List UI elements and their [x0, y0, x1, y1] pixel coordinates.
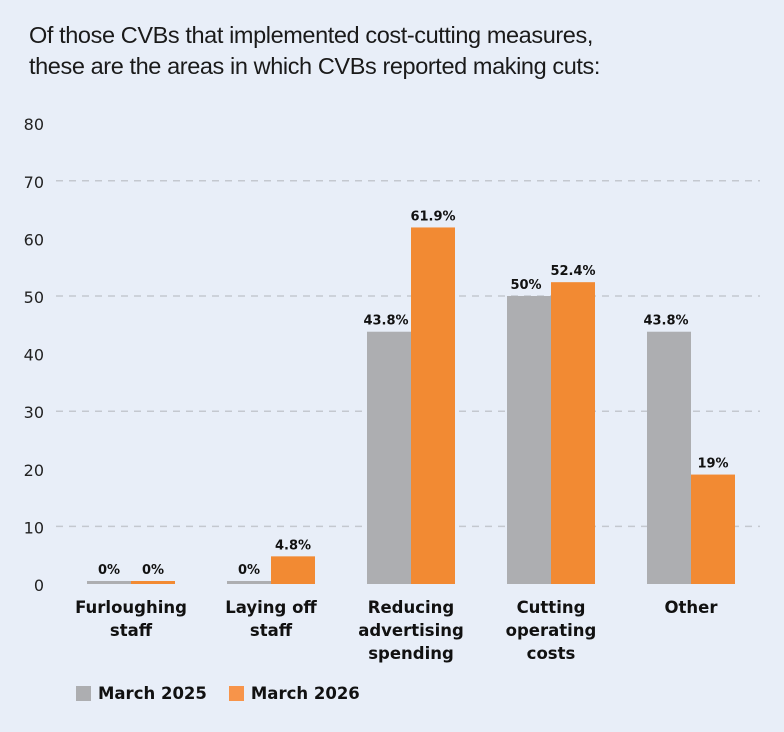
data-label: 0%	[98, 563, 120, 578]
data-label: 61.9%	[410, 209, 455, 224]
y-tick-label: 30	[24, 403, 44, 422]
legend-swatch-march-2025	[76, 686, 91, 701]
data-label: 0%	[238, 563, 260, 578]
data-label: 19%	[697, 457, 728, 472]
x-tick-label: Furloughing	[75, 598, 187, 617]
bar-march-2025	[647, 331, 691, 584]
legend-label-march-2026: March 2026	[250, 684, 360, 703]
y-tick-label: 0	[34, 576, 44, 595]
data-label: 52.4%	[550, 264, 595, 279]
data-label: 0%	[142, 563, 164, 578]
legend-item-march-2026: March 2026	[228, 684, 360, 703]
y-tick-label: 80	[24, 115, 44, 134]
x-tick-label: staff	[110, 621, 153, 640]
bar-march-2026	[271, 556, 315, 584]
chart-title-line-2: these are the areas in which CVBs report…	[29, 53, 601, 79]
bar-march-2026	[691, 474, 735, 584]
bar-march-2025	[227, 581, 271, 584]
bar-march-2026	[131, 581, 175, 584]
chart-title: Of those CVBs that implemented cost-cutt…	[29, 20, 600, 82]
data-label: 50%	[510, 278, 541, 293]
data-label: 43.8%	[363, 314, 408, 329]
x-tick-label: Other	[665, 598, 719, 617]
legend-item-march-2025: March 2025	[76, 684, 207, 703]
x-tick-label: costs	[527, 644, 576, 663]
legend-swatch-march-2026	[228, 686, 244, 701]
x-tick-label: spending	[368, 644, 454, 663]
data-label: 43.8%	[643, 314, 688, 329]
chart-title-line-1: Of those CVBs that implemented cost-cutt…	[29, 22, 593, 48]
y-tick-label: 40	[24, 346, 44, 365]
bar-march-2025	[87, 581, 131, 584]
x-tick-label: Laying off	[225, 598, 317, 617]
data-label: 4.8%	[275, 538, 311, 553]
x-tick-label: Cutting	[517, 598, 586, 617]
bar-march-2026	[411, 227, 455, 584]
legend: March 2025 March 2026	[76, 684, 382, 703]
y-tick-label: 20	[24, 461, 44, 480]
x-tick-label: operating	[506, 621, 597, 640]
y-tick-label: 60	[24, 230, 44, 249]
x-tick-label: staff	[250, 621, 293, 640]
x-tick-label: advertising	[358, 621, 464, 640]
legend-label-march-2025: March 2025	[98, 684, 207, 703]
y-tick-label: 70	[24, 173, 44, 192]
y-tick-label: 10	[24, 518, 44, 537]
x-tick-label: Reducing	[368, 598, 454, 617]
bar-march-2025	[367, 331, 411, 584]
bar-march-2026	[551, 282, 595, 584]
bar-march-2025	[507, 296, 551, 584]
y-tick-label: 50	[24, 288, 44, 307]
